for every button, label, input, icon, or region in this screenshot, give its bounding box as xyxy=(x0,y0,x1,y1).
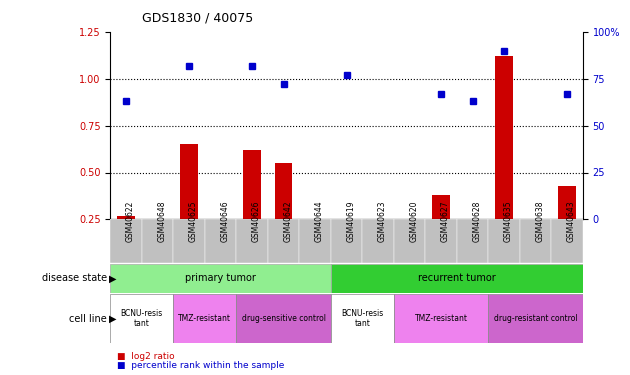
Bar xyxy=(173,219,205,262)
Text: BCNU-resis
tant: BCNU-resis tant xyxy=(120,309,163,328)
Bar xyxy=(236,219,268,262)
Bar xyxy=(236,294,331,343)
Text: TMZ-resistant: TMZ-resistant xyxy=(178,314,231,323)
Text: cell line: cell line xyxy=(69,314,107,324)
Bar xyxy=(457,219,488,262)
Text: BCNU-resis
tant: BCNU-resis tant xyxy=(341,309,384,328)
Bar xyxy=(110,219,142,262)
Text: GSM40644: GSM40644 xyxy=(315,201,324,242)
Bar xyxy=(331,219,362,262)
Text: recurrent tumor: recurrent tumor xyxy=(418,273,496,284)
Text: GSM40643: GSM40643 xyxy=(567,201,576,242)
Text: ■  percentile rank within the sample: ■ percentile rank within the sample xyxy=(117,361,284,370)
Bar xyxy=(110,264,331,292)
Bar xyxy=(299,219,331,262)
Text: drug-resistant control: drug-resistant control xyxy=(494,314,577,323)
Text: GSM40619: GSM40619 xyxy=(346,201,355,242)
Bar xyxy=(464,261,481,266)
Bar xyxy=(527,262,544,266)
Bar xyxy=(432,195,450,266)
Bar xyxy=(243,150,261,266)
Text: drug-sensitive control: drug-sensitive control xyxy=(241,314,326,323)
Text: primary tumor: primary tumor xyxy=(185,273,256,284)
Bar xyxy=(142,219,173,262)
Bar xyxy=(173,294,236,343)
Bar xyxy=(488,219,520,262)
Text: GSM40638: GSM40638 xyxy=(536,201,544,242)
Bar xyxy=(551,219,583,262)
Text: GDS1830 / 40075: GDS1830 / 40075 xyxy=(142,11,253,24)
Bar xyxy=(331,294,394,343)
Bar xyxy=(268,219,299,262)
Bar xyxy=(110,294,173,343)
Text: GSM40623: GSM40623 xyxy=(378,201,387,242)
Text: GSM40635: GSM40635 xyxy=(504,201,513,242)
Bar xyxy=(275,163,292,266)
Text: ▶: ▶ xyxy=(109,314,117,324)
Bar xyxy=(495,56,513,266)
Text: GSM40625: GSM40625 xyxy=(189,201,198,242)
Text: GSM40628: GSM40628 xyxy=(472,201,481,242)
Bar xyxy=(205,219,236,262)
Bar xyxy=(488,294,583,343)
Text: ■  log2 ratio: ■ log2 ratio xyxy=(117,352,174,361)
Bar xyxy=(117,216,135,266)
Text: GSM40620: GSM40620 xyxy=(410,201,418,242)
Bar xyxy=(394,294,488,343)
Text: GSM40626: GSM40626 xyxy=(252,201,261,242)
Text: disease state: disease state xyxy=(42,273,107,284)
Bar xyxy=(180,144,198,266)
Text: GSM40642: GSM40642 xyxy=(284,201,292,242)
Bar xyxy=(331,264,583,292)
Text: ▶: ▶ xyxy=(109,273,117,284)
Bar xyxy=(558,186,576,266)
Text: GSM40627: GSM40627 xyxy=(441,201,450,242)
Text: GSM40646: GSM40646 xyxy=(220,201,229,242)
Bar xyxy=(394,219,425,262)
Bar xyxy=(362,219,394,262)
Text: TMZ-resistant: TMZ-resistant xyxy=(415,314,467,323)
Text: GSM40622: GSM40622 xyxy=(126,201,135,242)
Bar xyxy=(425,219,457,262)
Bar xyxy=(520,219,551,262)
Text: GSM40648: GSM40648 xyxy=(158,201,166,242)
